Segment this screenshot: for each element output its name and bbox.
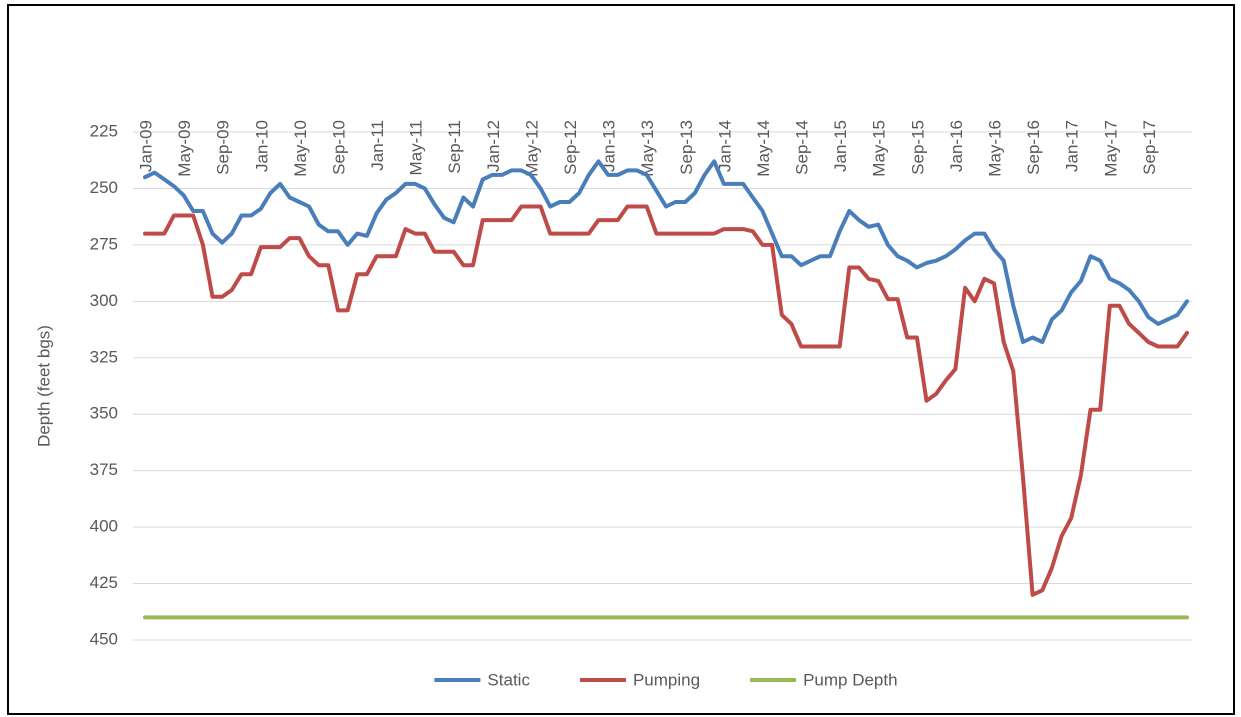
x-tick-label: Sep-12 bbox=[561, 120, 580, 175]
x-tick-label: Sep-15 bbox=[908, 120, 927, 175]
x-tick-label: May-12 bbox=[522, 120, 541, 177]
legend-label: Static bbox=[487, 670, 530, 689]
x-tick-label: May-11 bbox=[407, 120, 426, 175]
chart-frame bbox=[7, 4, 1235, 715]
x-tick-label: Jan-10 bbox=[252, 120, 271, 172]
y-tick-label: 250 bbox=[90, 178, 118, 197]
x-tick-label: Sep-17 bbox=[1140, 120, 1159, 175]
x-tick-label: Sep-09 bbox=[214, 120, 233, 175]
series-line bbox=[143, 204, 1189, 597]
x-tick-label: Jan-15 bbox=[831, 120, 850, 172]
y-tick-label: 425 bbox=[90, 573, 118, 592]
x-tick-label: Sep-13 bbox=[677, 120, 696, 175]
y-tick-label: 350 bbox=[90, 404, 118, 423]
x-tick-label: Jan-17 bbox=[1063, 120, 1082, 172]
y-tick-label: 400 bbox=[90, 517, 118, 536]
x-tick-label: Jan-12 bbox=[484, 120, 503, 172]
x-tick-label: May-09 bbox=[175, 120, 194, 177]
x-tick-label: Jan-16 bbox=[947, 120, 966, 172]
y-tick-label: 450 bbox=[90, 629, 118, 648]
x-tick-label: Jan-09 bbox=[136, 120, 155, 172]
x-tick-label: May-10 bbox=[291, 120, 310, 177]
legend-label: Pump Depth bbox=[803, 670, 898, 689]
x-tick-label: Jan-13 bbox=[600, 120, 619, 172]
x-tick-label: Sep-11 bbox=[445, 120, 464, 174]
series-line bbox=[143, 159, 1189, 344]
x-tick-label: Jan-11 bbox=[368, 120, 387, 171]
legend-label: Pumping bbox=[633, 670, 700, 689]
x-tick-label: May-14 bbox=[754, 120, 773, 177]
x-tick-label: Sep-10 bbox=[329, 120, 348, 175]
x-tick-label: May-17 bbox=[1101, 120, 1120, 177]
x-tick-label: May-15 bbox=[870, 120, 889, 177]
x-tick-label: May-13 bbox=[638, 120, 657, 177]
x-tick-label: Sep-16 bbox=[1024, 120, 1043, 175]
x-tick-label: Sep-14 bbox=[793, 120, 812, 175]
y-tick-label: 275 bbox=[90, 234, 118, 253]
y-tick-label: 225 bbox=[90, 121, 118, 140]
x-tick-label: May-16 bbox=[986, 120, 1005, 177]
y-tick-label: 300 bbox=[90, 291, 118, 310]
y-tick-label: 375 bbox=[90, 460, 118, 479]
x-tick-label: Jan-14 bbox=[715, 120, 734, 172]
y-tick-label: 325 bbox=[90, 347, 118, 366]
y-axis-label: Depth (feet bgs) bbox=[34, 325, 53, 447]
